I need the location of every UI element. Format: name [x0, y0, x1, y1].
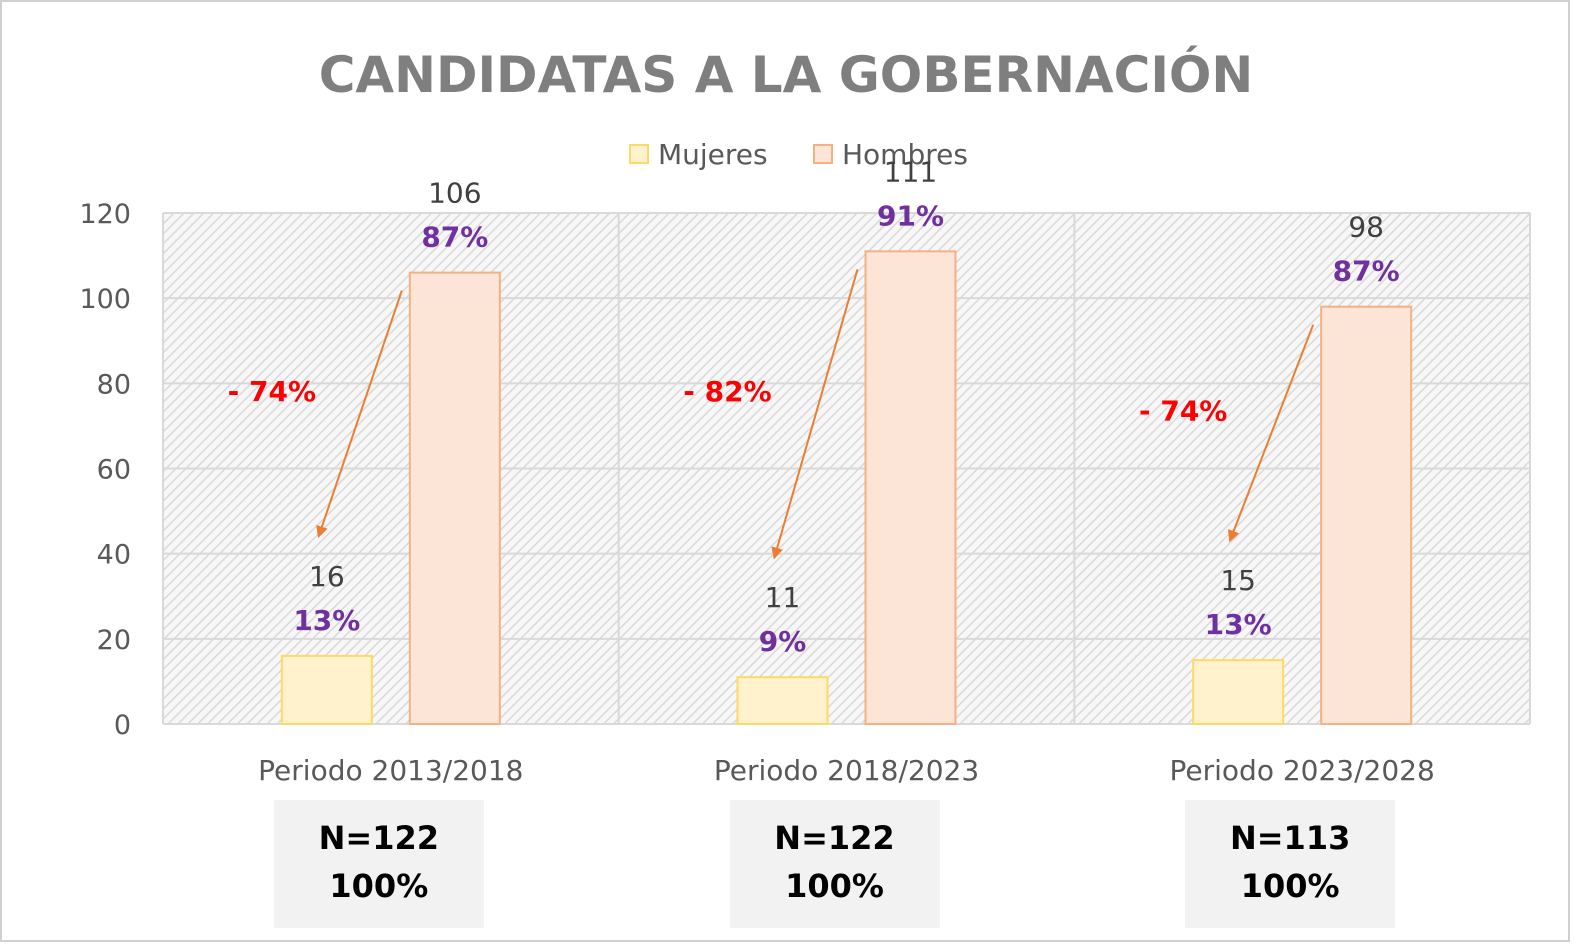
data-label-hombres: 111 — [884, 155, 937, 188]
gap-label: - 74% — [228, 375, 316, 408]
data-label-hombres: 98 — [1348, 211, 1384, 244]
data-label-mujeres: 15 — [1220, 564, 1256, 597]
y-tick-label: 120 — [79, 199, 131, 230]
bar-hombres — [408, 271, 501, 725]
gap-label: - 74% — [1139, 394, 1227, 427]
total-box: N=113 100% — [1185, 800, 1396, 928]
legend-swatch — [813, 144, 833, 164]
total-box: N=122 100% — [273, 800, 484, 928]
x-category-label: Periodo 2013/2018 — [258, 754, 523, 787]
x-category-label: Periodo 2018/2023 — [714, 754, 979, 787]
legend: Mujeres Hombres — [629, 138, 968, 171]
total-n: N=122 — [318, 819, 440, 857]
bar-mujeres — [736, 676, 829, 725]
bar-mujeres — [280, 654, 373, 725]
x-category-label: Periodo 2023/2028 — [1170, 754, 1435, 787]
gap-label: - 82% — [683, 375, 771, 408]
legend-label: Mujeres — [658, 138, 768, 171]
y-tick-label: 100 — [79, 284, 131, 315]
y-tick-label: 20 — [97, 625, 131, 656]
percent-label-hombres: 91% — [877, 199, 944, 232]
legend-label: Hombres — [842, 138, 968, 171]
total-percent: 100% — [329, 867, 429, 905]
y-tick-label: 60 — [97, 455, 131, 486]
percent-label-mujeres: 13% — [1205, 608, 1272, 641]
percent-label-hombres: 87% — [421, 221, 488, 254]
bar-mujeres — [1192, 659, 1285, 725]
y-tick-label: 40 — [97, 540, 131, 571]
total-n: N=122 — [774, 819, 895, 857]
data-label-mujeres: 16 — [309, 560, 345, 593]
total-percent: 100% — [1240, 867, 1340, 905]
gap-arrow — [1228, 324, 1315, 543]
percent-label-hombres: 87% — [1333, 255, 1400, 288]
total-box: N=122 100% — [729, 800, 940, 928]
data-label-hombres: 106 — [428, 177, 481, 210]
plot-area: 0 20 40 60 80 100 120 16 13% 106 87% - 74% Periodo 2… — [79, 155, 1531, 787]
legend-swatch — [629, 144, 649, 164]
bar-hombres — [864, 250, 957, 725]
percent-label-mujeres: 9% — [759, 625, 807, 658]
gap-arrow — [316, 290, 403, 539]
total-n: N=113 — [1229, 819, 1351, 857]
y-tick-label: 80 — [97, 369, 131, 400]
chart-title: CANDIDATAS A LA GOBERNACIÓN — [319, 45, 1254, 104]
bar-hombres — [1320, 305, 1413, 725]
y-tick-label: 0 — [114, 710, 131, 741]
gap-arrow — [771, 269, 859, 560]
percent-label-mujeres: 13% — [293, 604, 360, 637]
total-percent: 100% — [785, 867, 884, 905]
data-label-mujeres: 11 — [765, 581, 801, 614]
